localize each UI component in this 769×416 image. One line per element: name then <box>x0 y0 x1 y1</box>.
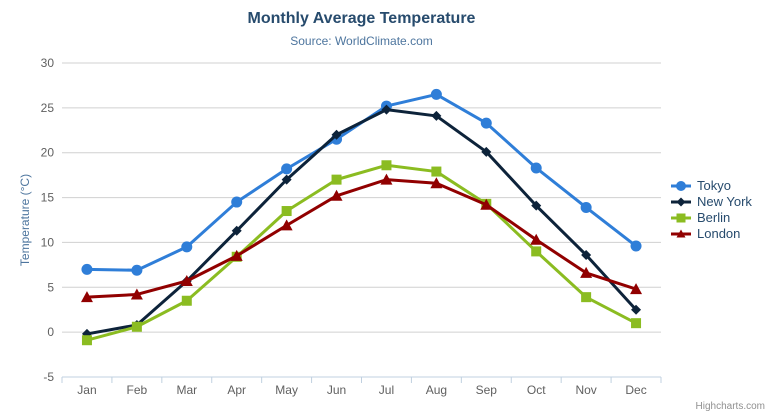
series-line-new-york <box>85 108 638 336</box>
legend-label: London <box>697 226 741 241</box>
data-point <box>581 249 592 260</box>
y-axis-label: -5 <box>43 370 54 384</box>
series-markers-london <box>80 173 643 303</box>
data-point <box>231 225 242 236</box>
data-point <box>381 104 392 115</box>
legend: Tokyo New York Berlin London <box>670 178 752 242</box>
y-axis-label: 0 <box>47 325 54 339</box>
data-point <box>430 177 443 189</box>
x-axis-label: Sep <box>476 383 498 397</box>
x-axis-label: Jul <box>379 383 394 397</box>
data-point <box>481 146 492 157</box>
data-point <box>281 206 292 217</box>
chart-title: Monthly Average Temperature <box>247 10 476 27</box>
x-axis-label: Oct <box>527 383 546 397</box>
data-point <box>81 263 93 275</box>
x-axis-label: Jun <box>327 383 346 397</box>
legend-symbol-tokyo <box>671 181 691 191</box>
legend-item-tokyo[interactable]: Tokyo <box>670 178 752 194</box>
data-point <box>130 288 143 300</box>
data-point <box>480 117 492 129</box>
series-markers-tokyo <box>81 88 642 276</box>
data-point <box>330 189 343 201</box>
data-point <box>630 283 643 295</box>
data-point <box>81 335 92 346</box>
data-point <box>580 201 592 213</box>
data-point <box>131 264 143 276</box>
data-point <box>530 233 543 245</box>
x-axis-label: Aug <box>426 383 447 397</box>
legend-label: Berlin <box>697 210 731 225</box>
y-axis-label: 20 <box>41 146 55 160</box>
data-point <box>131 321 142 332</box>
legend-symbol-london <box>671 229 691 238</box>
x-axis-label: Apr <box>227 383 246 397</box>
legend-item-new-york[interactable]: New York <box>670 194 752 210</box>
x-axis-label: May <box>275 383 298 397</box>
x-axis-label: Feb <box>127 383 148 397</box>
data-point <box>280 219 293 231</box>
data-point <box>80 291 93 303</box>
series-line-london <box>85 178 638 299</box>
y-axis-title: Temperature (°C) <box>18 173 32 267</box>
data-point <box>380 173 393 185</box>
y-axis-label: 30 <box>41 56 55 70</box>
data-point <box>430 88 442 100</box>
data-point <box>531 200 542 211</box>
data-point <box>230 249 243 261</box>
data-point <box>331 174 342 185</box>
y-axis-label: 25 <box>41 101 55 115</box>
data-point <box>431 110 442 121</box>
data-point <box>631 304 642 315</box>
y-axis-label: 15 <box>41 191 55 205</box>
context-menu-button[interactable] <box>733 18 755 40</box>
legend-item-london[interactable]: London <box>670 226 752 242</box>
data-point <box>331 129 342 140</box>
data-point <box>281 163 293 175</box>
data-point <box>431 166 442 177</box>
data-point <box>580 266 593 278</box>
data-point <box>581 292 592 303</box>
data-point <box>181 241 193 253</box>
data-point <box>531 246 542 257</box>
legend-item-berlin[interactable]: Berlin <box>670 210 752 226</box>
credits-link[interactable]: Highcharts.com <box>695 401 765 412</box>
legend-label: New York <box>697 194 752 209</box>
data-point <box>181 295 192 306</box>
data-point <box>631 318 642 329</box>
x-axis-label: Nov <box>575 383 596 397</box>
series-line-berlin <box>85 163 638 342</box>
legend-label: Tokyo <box>697 178 731 193</box>
data-point <box>381 160 392 171</box>
chart-subtitle: Source: WorldClimate.com <box>290 34 433 48</box>
data-point <box>630 240 642 252</box>
x-axis-label: Dec <box>625 383 646 397</box>
x-axis-label: Jan <box>77 383 96 397</box>
legend-symbol-new-york <box>671 197 691 207</box>
data-point <box>231 196 243 208</box>
x-axis-label: Mar <box>176 383 197 397</box>
data-point <box>480 198 493 210</box>
data-point <box>281 174 292 185</box>
y-axis-label: 10 <box>41 235 55 249</box>
series-markers-new-york <box>81 104 642 339</box>
data-point <box>180 275 193 287</box>
data-point <box>530 162 542 174</box>
y-axis-label: 5 <box>47 280 54 294</box>
legend-symbol-berlin <box>671 213 691 223</box>
